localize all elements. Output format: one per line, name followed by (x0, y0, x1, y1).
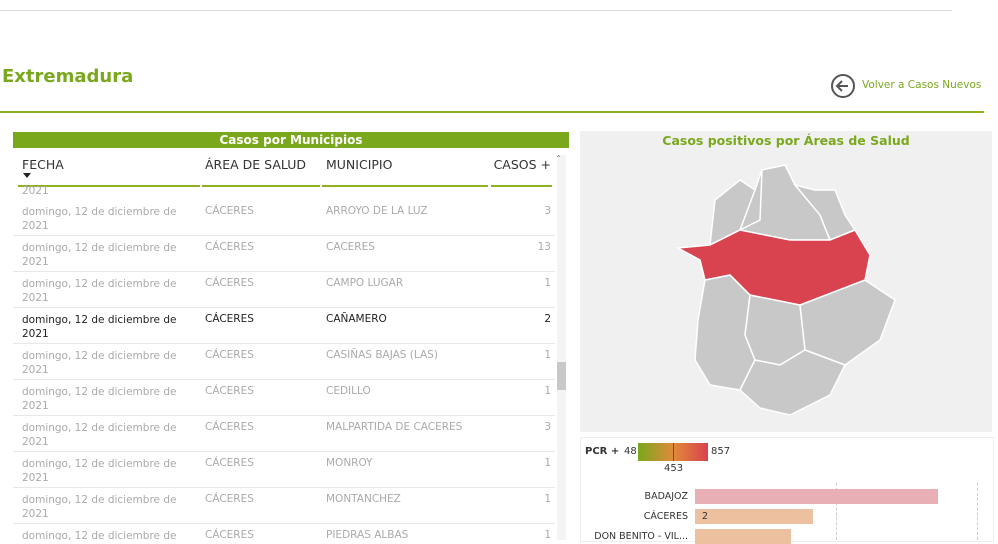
back-icon[interactable] (830, 73, 856, 99)
cell-cases: 13 (537, 241, 551, 253)
cell-date: domingo, 12 de diciembre de 2021 (22, 422, 177, 448)
map-region (739, 349, 847, 416)
legend-mid-mark (673, 443, 674, 461)
cell-municipio: PIEDRAS ALBAS (326, 529, 409, 540)
header-underline (322, 185, 488, 187)
cell-date: domingo, 12 de diciembre de 2021 (22, 350, 177, 376)
cell-area: CÁCERES (205, 349, 254, 361)
cell-date: domingo, 12 de diciembre de 2021 (22, 242, 177, 268)
table-row[interactable]: domingo, 12 de diciembre de 2021 CÁCERES M… (13, 488, 555, 524)
cell-cases: 1 (544, 529, 551, 540)
column-header[interactable]: CASOS + (493, 157, 551, 172)
cell-date: domingo, 12 de diciembre de 2021 (22, 206, 177, 232)
table-row[interactable]: domingo, 12 de diciembre de 2021 CÁCERES M… (13, 452, 555, 488)
page-title: Extremadura (2, 66, 134, 87)
back-link[interactable]: Volver a Casos Nuevos (862, 79, 982, 91)
bar (695, 529, 791, 544)
bar-label: CÁCERES (643, 511, 688, 522)
table-row[interactable]: domingo, 12 de diciembre de 2021 CÁCERES C… (13, 344, 555, 380)
cell-area: CÁCERES (205, 241, 254, 253)
cell-date: domingo, 12 de diciembre de 2021 (22, 386, 177, 412)
table-row[interactable]: domingo, 12 de diciembre de 2021 CÁCERES M… (13, 416, 555, 452)
cell-cases: 3 (544, 205, 551, 217)
cell-area: CÁCERES (205, 457, 254, 469)
map-region (738, 169, 763, 232)
cell-municipio: MALPARTIDA DE CACERES (326, 421, 463, 433)
header-underline (491, 185, 552, 187)
cell-date: domingo, 12 de diciembre de 2021 (22, 494, 177, 520)
cell-area: CÁCERES (205, 421, 254, 433)
cell-cases: 1 (544, 349, 551, 361)
table-row[interactable]: domingo, 12 de diciembre de 2021 CÁCERES C… (13, 236, 555, 272)
bar-label: DON BENITO - VIL... (594, 531, 688, 542)
cell-municipio: CACERES (326, 241, 375, 253)
table-title: Casos por Municipios (13, 132, 569, 148)
legend-title: PCR + (585, 446, 620, 457)
grid-line (836, 483, 837, 540)
table-row[interactable]: domingo, 12 de diciembre de 2021 CÁCERES C… (13, 380, 555, 416)
table-row[interactable]: domingo, 12 de diciembre de 2021 CÁCERES C… (13, 308, 555, 344)
cell-area: CÁCERES (205, 313, 254, 325)
table-row[interactable]: domingo, 12 de diciembre de 2021 CÁCERES A… (13, 200, 555, 236)
partial-row: 2021 (22, 185, 49, 197)
cell-municipio: CAMPO LUGAR (326, 277, 404, 289)
cell-date: domingo, 12 de diciembre de 2021 (22, 278, 177, 304)
top-rule (0, 10, 952, 11)
legend-min: 48 (624, 446, 637, 457)
scroll-up[interactable]: ˆ (556, 155, 561, 166)
column-header[interactable]: ÁREA DE SALUD (205, 157, 306, 172)
grid-line (977, 483, 978, 540)
cell-municipio: MONTANCHEZ (326, 493, 401, 505)
map-region (792, 183, 857, 241)
cell-area: CÁCERES (205, 529, 254, 540)
sort-arrow (23, 173, 31, 178)
cell-municipio: MONROY (326, 457, 373, 469)
cell-municipio: CEDILLO (326, 385, 371, 397)
cell-municipio: CASIÑAS BAJAS (LAS) (326, 349, 438, 361)
cell-cases: 1 (544, 277, 551, 289)
column-header[interactable]: FECHA (22, 157, 64, 172)
cell-area: CÁCERES (205, 385, 254, 397)
map (675, 164, 896, 416)
cell-area: CÁCERES (205, 493, 254, 505)
cell-cases: 1 (544, 385, 551, 397)
bar (695, 489, 938, 504)
title-rule (0, 111, 984, 113)
table-row[interactable]: domingo, 12 de diciembre de 2021 CÁCERES P… (13, 524, 555, 540)
legend-mid: 453 (664, 463, 684, 474)
map-region-highlight[interactable] (675, 229, 871, 306)
cell-date: domingo, 12 de diciembre de 2021 (22, 314, 177, 340)
bar-label: BADAJOZ (644, 491, 688, 502)
bar (695, 509, 814, 524)
header-underline (18, 185, 200, 187)
scroll-thumb[interactable] (557, 362, 566, 390)
cell-municipio: ARROYO DE LA LUZ (326, 205, 428, 217)
bar-data-label: 2 (702, 511, 709, 522)
table: FECHA ÁREA DE SALUD MUNICIPIO CASOS + 2021 do… (0, 148, 570, 540)
table-row[interactable]: domingo, 12 de diciembre de 2021 CÁCERES C… (13, 272, 555, 308)
legend-max: 857 (711, 446, 731, 457)
cell-area: CÁCERES (205, 277, 254, 289)
cell-area: CÁCERES (205, 205, 254, 217)
column-header[interactable]: MUNICIPIO (326, 157, 393, 172)
cell-cases: 1 (544, 493, 551, 505)
cell-date: domingo, 12 de diciembre de 2021 (22, 458, 177, 484)
cell-cases: 3 (544, 421, 551, 433)
map-title: Casos positivos por Áreas de Salud (662, 133, 910, 148)
cell-cases: 2 (544, 313, 551, 325)
scrollbar[interactable] (557, 155, 566, 540)
cell-municipio: CAÑAMERO (326, 313, 387, 325)
cell-cases: 1 (544, 457, 551, 469)
cell-date: domingo, 12 de diciembre de 2021 (22, 530, 177, 540)
header-underline (202, 185, 320, 187)
